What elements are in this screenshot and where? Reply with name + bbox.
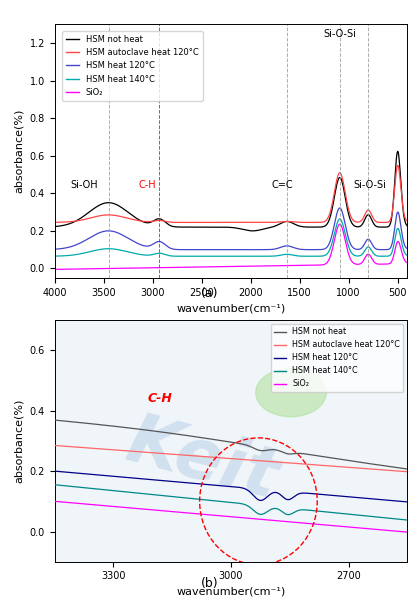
Circle shape xyxy=(256,368,326,417)
Text: C-H: C-H xyxy=(139,179,157,190)
X-axis label: wavenumber(cm⁻¹): wavenumber(cm⁻¹) xyxy=(176,303,286,313)
Y-axis label: absorbance(%): absorbance(%) xyxy=(14,399,24,483)
Legend: HSM not heat, HSM autoclave heat 120°C, HSM heat 120°C, HSM heat 140°C, SiO₂: HSM not heat, HSM autoclave heat 120°C, … xyxy=(62,31,202,101)
Text: C-H: C-H xyxy=(148,391,173,405)
Text: Si-OH: Si-OH xyxy=(70,179,98,190)
Text: (a): (a) xyxy=(201,287,219,300)
Text: Si-O-Si: Si-O-Si xyxy=(323,29,356,39)
Y-axis label: absorbance(%): absorbance(%) xyxy=(14,109,24,193)
Text: Si-O-Si: Si-O-Si xyxy=(354,179,386,190)
Text: Keit: Keit xyxy=(120,408,286,513)
Text: C=C: C=C xyxy=(271,179,293,190)
Text: (b): (b) xyxy=(201,577,219,590)
Legend: HSM not heat, HSM autoclave heat 120°C, HSM heat 120°C, HSM heat 140°C, SiO₂: HSM not heat, HSM autoclave heat 120°C, … xyxy=(270,324,403,392)
X-axis label: wavenumber(cm⁻¹): wavenumber(cm⁻¹) xyxy=(176,587,286,597)
